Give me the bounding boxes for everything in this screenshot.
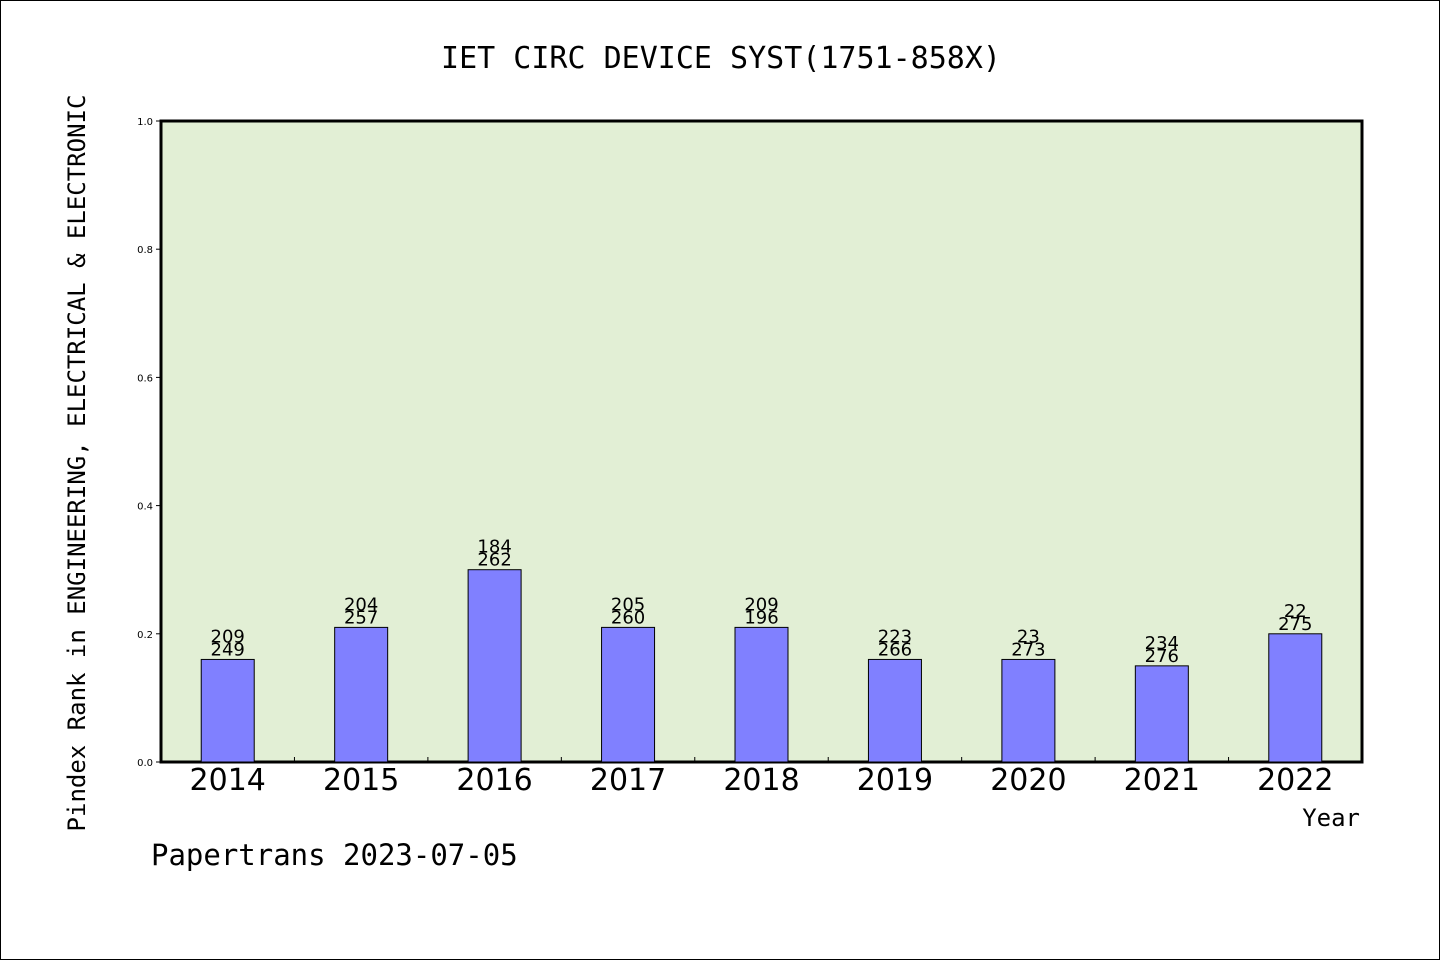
- x-tick-label: 2018: [723, 763, 799, 798]
- x-axis: 2014 2015 2016 2017 2018 2019 2020 2021 2022: [190, 757, 1333, 798]
- bar-label-top: 234: [1145, 633, 1179, 654]
- bar-label-bottom: 266: [878, 639, 912, 660]
- bar-label-top: 23: [1017, 626, 1040, 647]
- bar-label-bottom: 257: [344, 607, 378, 628]
- y-tick-label: 1.0: [137, 117, 153, 128]
- bar-2019: [867, 658, 922, 763]
- chart-title: IET CIRC DEVICE SYST(1751-858X): [441, 41, 1001, 76]
- y-tick-label: 0.8: [137, 245, 153, 256]
- footer-credit: Papertrans 2023-07-05: [151, 838, 518, 872]
- x-tick-label: 2021: [1124, 763, 1200, 798]
- x-axis-title: Year: [1302, 804, 1360, 832]
- bar-label-bottom: 275: [1278, 614, 1312, 635]
- bar-label-top: 205: [611, 594, 645, 615]
- x-tick-label: 2016: [456, 763, 532, 798]
- bar-2020: [1001, 658, 1056, 763]
- bar-label-bottom: 249: [211, 639, 245, 660]
- y-tick-label: 0.6: [137, 373, 153, 384]
- x-tick-label: 2015: [323, 763, 399, 798]
- x-tick-label: 2017: [590, 763, 666, 798]
- x-tick-label: 2020: [990, 763, 1066, 798]
- y-axis-title: Pindex Rank in ENGINEERING, ELECTRICAL &…: [63, 95, 91, 832]
- x-tick-label: 2019: [857, 763, 933, 798]
- bar-2022: [1268, 633, 1323, 763]
- bar-label-top: 204: [344, 594, 378, 615]
- bar-label-top: 223: [878, 626, 912, 647]
- x-tick-label: 2014: [190, 763, 266, 798]
- bar-label-bottom: 196: [744, 607, 778, 628]
- y-tick-label: 0.4: [137, 502, 153, 513]
- bar-label-top: 209: [744, 594, 778, 615]
- bar-label-bottom: 276: [1145, 646, 1179, 667]
- bar-2017: [601, 626, 656, 763]
- y-tick-label: 0.2: [137, 630, 153, 641]
- bar-2015: [334, 626, 389, 763]
- bar-2021: [1134, 665, 1189, 763]
- bar-label-bottom: 273: [1011, 639, 1045, 660]
- y-axis: 0.0 0.2 0.4 0.6 0.8 1.0: [137, 117, 161, 769]
- bar-label-bottom: 260: [611, 607, 645, 628]
- x-tick-label: 2022: [1257, 763, 1333, 798]
- bar-2018: [734, 626, 789, 763]
- bar-label-top: 209: [211, 626, 245, 647]
- bar-label-bottom: 262: [477, 550, 511, 571]
- data-labels: 2092492042571842622052602091962232662327…: [211, 537, 1313, 667]
- bar-2014: [200, 658, 255, 763]
- y-tick-label: 0.0: [137, 758, 153, 769]
- bars: [200, 569, 1323, 763]
- bar-label-top: 184: [477, 537, 511, 558]
- bar-2016: [467, 569, 522, 763]
- bar-label-top: 22: [1284, 601, 1307, 622]
